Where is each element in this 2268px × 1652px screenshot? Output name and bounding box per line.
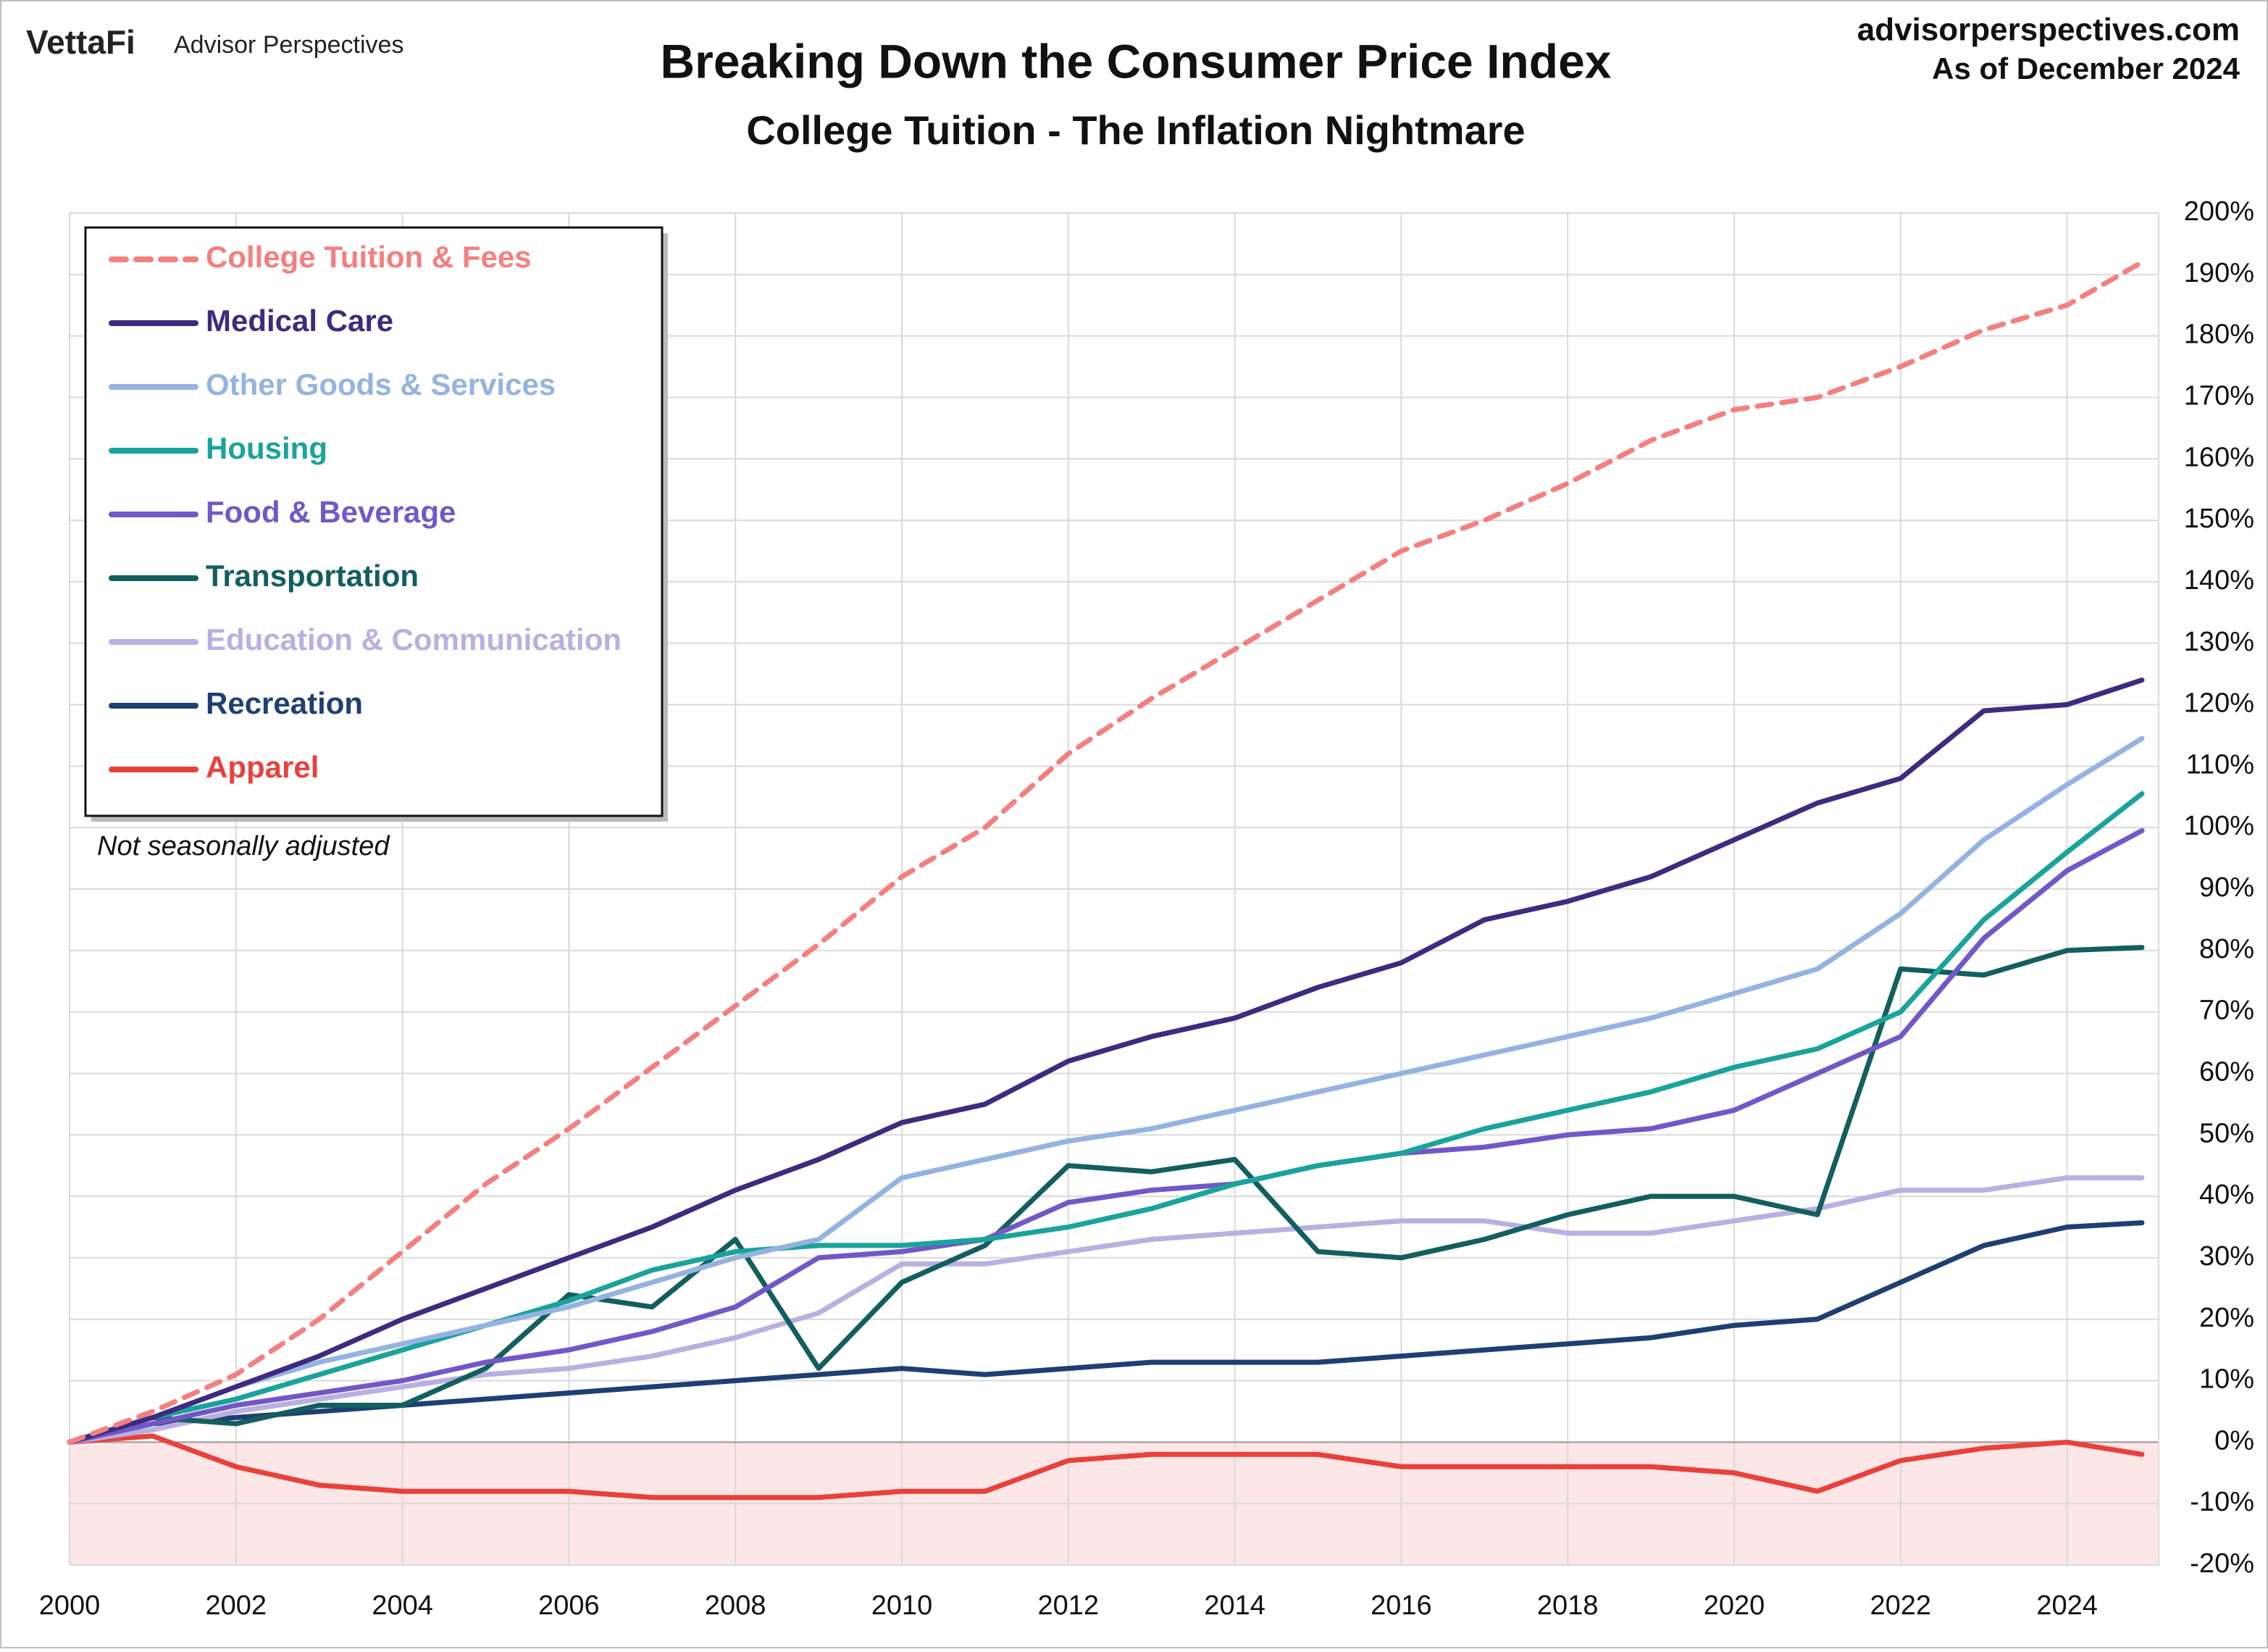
y-tick-label: 20% (2199, 1303, 2254, 1333)
y-tick-label: 70% (2199, 996, 2254, 1026)
y-tick-label: 160% (2184, 442, 2254, 472)
chart-subtitle: College Tuition - The Inflation Nightmar… (746, 107, 1525, 153)
website: advisorperspectives.com (1857, 12, 2240, 48)
series-line (67, 259, 2145, 1445)
series-line (67, 1433, 2145, 1501)
y-tick-label: 90% (2199, 872, 2254, 903)
legend-label: Other Goods & Services (206, 367, 556, 401)
plot-border (69, 212, 2159, 1566)
x-tick-label: 2020 (1704, 1590, 1765, 1621)
logo: VettaFi (26, 23, 135, 61)
series-line (67, 1220, 2145, 1445)
legend-label: Medical Care (206, 304, 393, 338)
x-tick-label: 2000 (39, 1590, 101, 1621)
y-tick-label: 10% (2199, 1364, 2254, 1395)
x-tick-label: 2018 (1537, 1590, 1599, 1621)
x-tick-label: 2008 (705, 1590, 766, 1621)
y-tick-label: 190% (2184, 258, 2254, 288)
y-tick-label: 50% (2199, 1118, 2254, 1148)
series-line (67, 791, 2145, 1445)
as-of: As of December 2024 (1932, 51, 2240, 85)
y-tick-label: 170% (2184, 380, 2254, 411)
y-tick-label: 40% (2199, 1180, 2254, 1210)
legend-label: Education & Communication (206, 622, 622, 656)
series-line (67, 945, 2145, 1445)
y-tick-label: 0% (2214, 1425, 2254, 1456)
y-tick-label: 80% (2199, 934, 2254, 964)
x-tick-label: 2002 (206, 1590, 267, 1621)
x-tick-label: 2004 (372, 1590, 433, 1621)
chart-title: Breaking Down the Consumer Price Index (661, 34, 1612, 88)
y-tick-label: 200% (2184, 196, 2254, 227)
y-tick-label: 180% (2184, 320, 2254, 350)
y-tick-label: 130% (2184, 627, 2254, 657)
y-tick-label: 60% (2199, 1056, 2254, 1087)
x-tick-label: 2010 (871, 1590, 933, 1621)
x-tick-label: 2006 (538, 1590, 600, 1621)
y-tick-label: 140% (2184, 565, 2254, 596)
legend-label: Food & Beverage (206, 495, 456, 529)
legend-label: Recreation (206, 686, 363, 720)
series-line (67, 735, 2145, 1445)
y-tick-label: 100% (2184, 811, 2254, 841)
x-tick-label: 2022 (1870, 1590, 1932, 1621)
legend-label: Apparel (206, 750, 319, 784)
x-tick-label: 2012 (1038, 1590, 1100, 1621)
series-line (67, 677, 2145, 1445)
x-tick-label: 2014 (1204, 1590, 1265, 1621)
y-tick-label: 150% (2184, 504, 2254, 534)
y-tick-label: 30% (2199, 1241, 2254, 1272)
logo-text: Advisor Perspectives (174, 31, 403, 59)
legend-label: College Tuition & Fees (206, 240, 532, 274)
note: Not seasonally adjusted (97, 831, 390, 862)
legend-label: Housing (206, 431, 327, 465)
y-tick-label: -10% (2190, 1487, 2254, 1517)
x-tick-label: 2016 (1371, 1590, 1432, 1621)
y-tick-label: 110% (2186, 749, 2254, 780)
series-line (67, 827, 2145, 1445)
y-tick-label: -20% (2190, 1548, 2254, 1579)
legend-label: Transportation (206, 559, 419, 593)
x-tick-label: 2024 (2036, 1590, 2098, 1621)
y-tick-label: 120% (2184, 688, 2254, 719)
